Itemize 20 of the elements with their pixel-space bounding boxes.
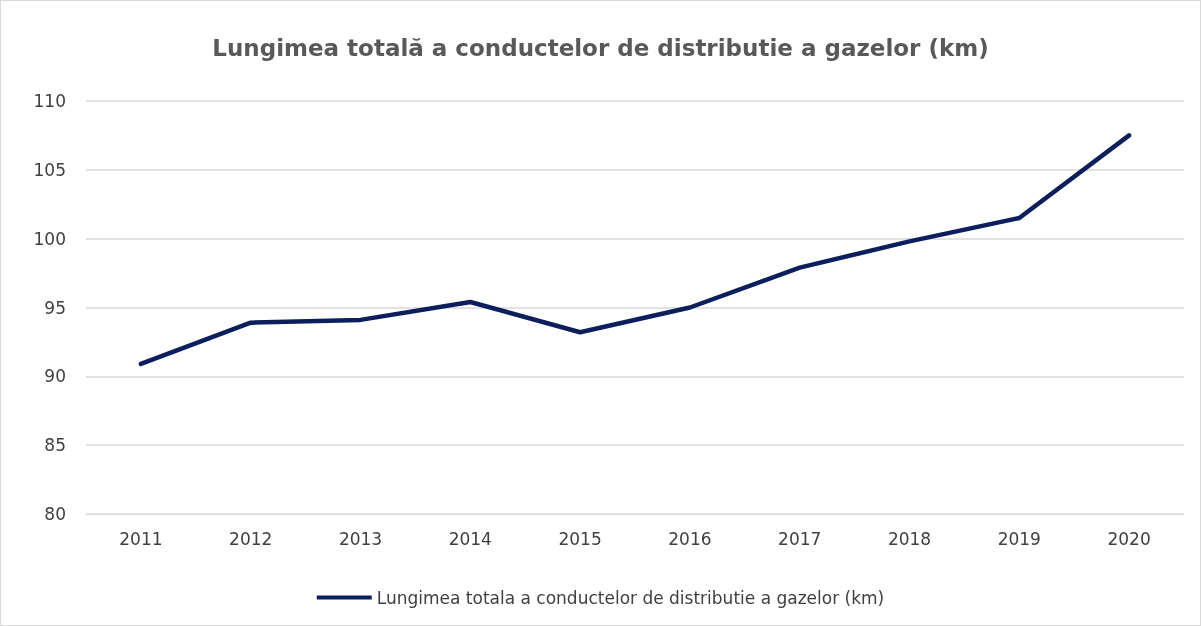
x-tick-label: 2015	[558, 528, 602, 549]
chart-title: Lungimea totală a conductelor de distributie a gazelor (km)	[212, 34, 989, 61]
y-tick-label: 95	[44, 297, 66, 318]
y-tick-label: 110	[33, 91, 66, 111]
x-tick-label: 2012	[229, 528, 273, 549]
x-tick-label: 2016	[668, 528, 712, 549]
y-tick-label: 85	[44, 435, 66, 456]
x-tick-label: 2011	[119, 528, 163, 549]
line-series	[138, 133, 1132, 367]
y-tick-label: 105	[33, 159, 66, 180]
x-tick-label: 2014	[448, 528, 492, 549]
x-tick-label: 2017	[778, 528, 822, 549]
legend-label: Lungimea totala a conductelor de distributie a gazelor (km)	[376, 587, 885, 608]
y-tick-label: 90	[44, 366, 66, 387]
x-tick-label: 2013	[338, 528, 383, 549]
x-tick-label: 2019	[997, 528, 1041, 549]
y-tick-label: 80	[44, 504, 66, 524]
y-tick-label: 100	[33, 228, 66, 249]
x-tick-label: 2020	[1107, 528, 1151, 549]
x-tick-label: 2018	[887, 528, 932, 549]
